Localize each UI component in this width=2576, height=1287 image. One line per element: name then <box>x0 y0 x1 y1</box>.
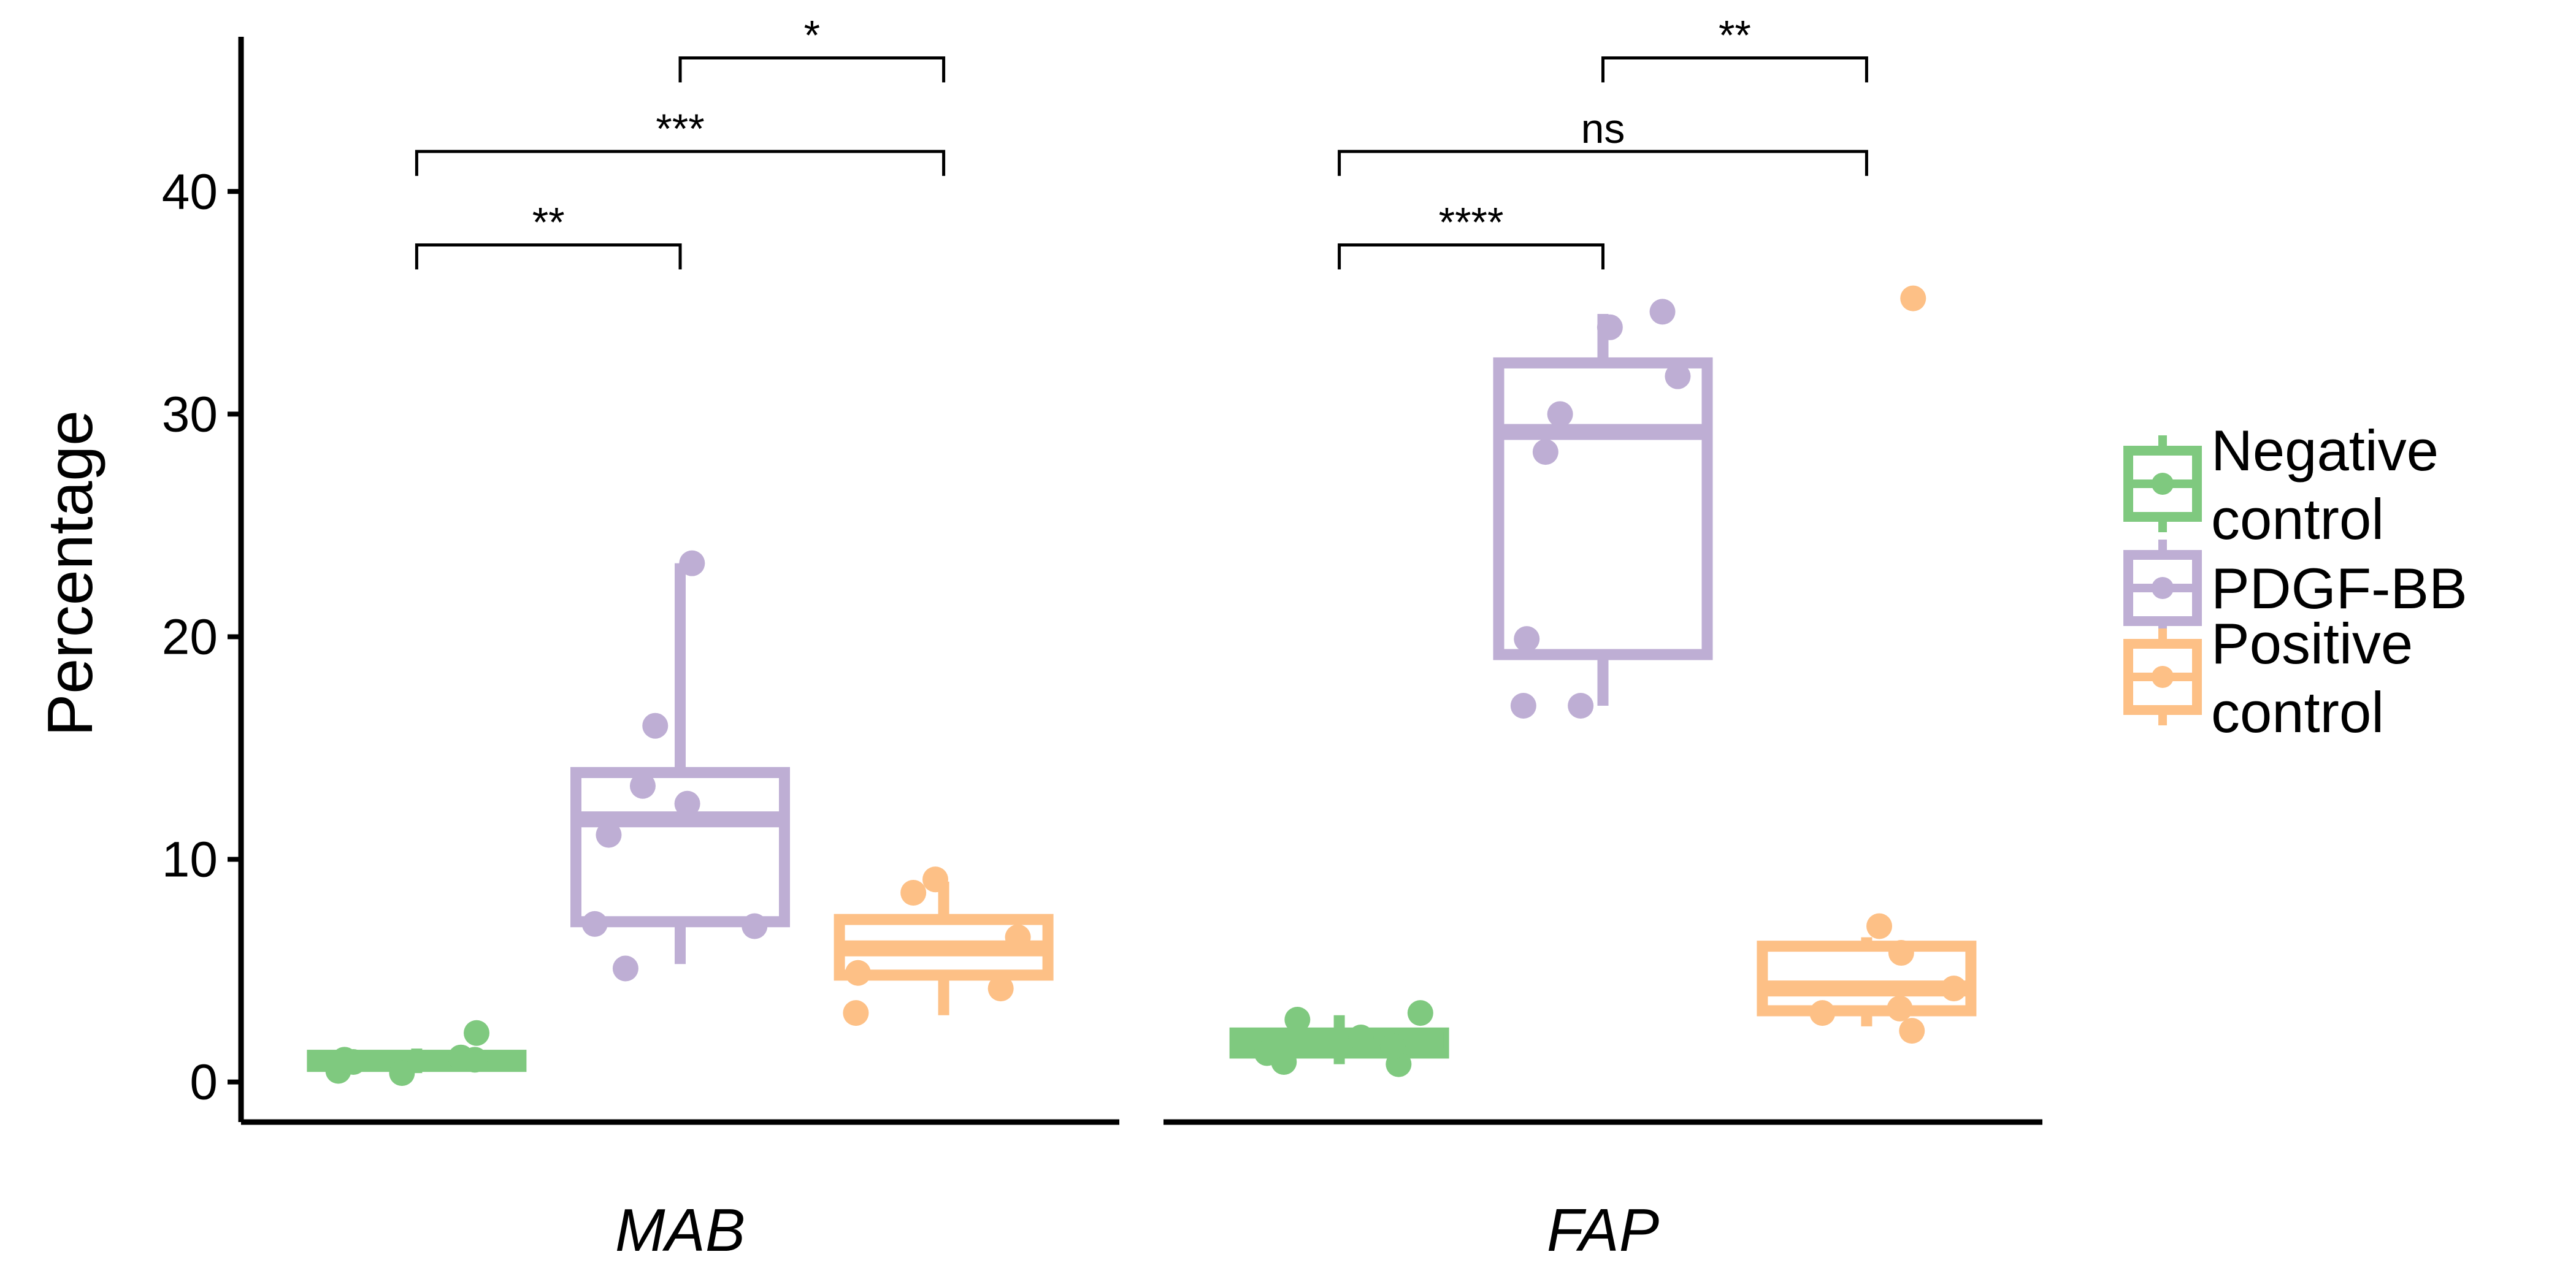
legend-label: Negative <box>2211 418 2439 483</box>
data-point <box>987 976 1014 1002</box>
data-point <box>1407 1000 1433 1026</box>
data-point <box>1887 995 1913 1022</box>
facet-label: FAP <box>1547 1196 1659 1264</box>
data-point <box>389 1060 415 1087</box>
legend-label: PDGF-BB <box>2211 556 2467 621</box>
data-point <box>1649 299 1676 325</box>
significance-label: * <box>804 12 820 58</box>
box <box>570 766 790 928</box>
legend-key <box>2123 628 2202 725</box>
data-point <box>1900 285 1926 311</box>
significance-bracket <box>1338 150 1868 176</box>
data-point <box>679 550 705 576</box>
data-point <box>1888 940 1914 966</box>
significance-label: **** <box>1439 199 1504 245</box>
data-point <box>1899 1018 1925 1044</box>
box <box>1493 357 1713 660</box>
axes: 0 10 20 30 40 Percentage MAB FAP <box>35 37 2042 1264</box>
data-point <box>843 1000 869 1026</box>
data-point <box>900 880 927 906</box>
significance-bracket <box>1601 56 1868 83</box>
significance-label: *** <box>656 105 704 152</box>
significance-brackets: **********ns** <box>415 12 1868 270</box>
y-tick-label: 20 <box>162 609 218 665</box>
data-point <box>742 913 768 939</box>
data-point <box>1866 913 1893 939</box>
data-point <box>1809 1000 1836 1026</box>
significance-bracket <box>678 56 946 83</box>
data-point <box>642 712 669 739</box>
data-point <box>1271 1048 1297 1075</box>
significance-label: ns <box>1581 105 1625 152</box>
legend-key <box>2123 435 2202 532</box>
data-point <box>1510 693 1536 719</box>
legend-key-point <box>2152 473 2174 495</box>
data-point <box>581 911 608 937</box>
significance-label: ** <box>1719 12 1751 58</box>
data-point <box>1347 1025 1374 1051</box>
data-point <box>612 955 638 982</box>
data-point <box>1379 1033 1406 1060</box>
box-plots <box>307 285 1977 1087</box>
data-point <box>464 1020 490 1046</box>
y-tick-label: 0 <box>190 1055 218 1110</box>
data-point <box>1284 1006 1311 1033</box>
legend-label: control <box>2211 487 2384 551</box>
data-point <box>674 790 700 817</box>
legend-label: control <box>2211 680 2384 744</box>
legend-label: Positive <box>2211 611 2413 676</box>
data-point <box>1597 314 1623 340</box>
significance-bracket <box>415 150 946 176</box>
y-tick-label: 30 <box>162 386 218 442</box>
data-point <box>1941 976 1967 1002</box>
data-point <box>596 822 622 848</box>
y-tick-label: 40 <box>162 164 218 220</box>
data-point <box>629 773 656 799</box>
data-point <box>1532 439 1558 465</box>
significance-label: ** <box>532 199 565 245</box>
data-point <box>1005 924 1031 950</box>
y-axis-title: Percentage <box>35 410 106 736</box>
legend-key <box>2123 540 2202 636</box>
data-point <box>462 1047 488 1073</box>
data-point <box>1568 693 1594 719</box>
significance-bracket <box>415 243 682 270</box>
data-point <box>1514 626 1540 652</box>
facet-label: MAB <box>615 1196 745 1264</box>
significance-bracket <box>1338 243 1604 270</box>
data-point <box>331 1047 358 1073</box>
data-point <box>1665 363 1691 389</box>
box <box>1757 941 1977 1017</box>
y-tick-label: 10 <box>162 832 218 888</box>
data-point <box>922 866 949 893</box>
data-point <box>1547 401 1573 427</box>
legend-key-point <box>2152 666 2174 688</box>
data-point <box>845 960 871 986</box>
legend-key-point <box>2152 577 2174 599</box>
